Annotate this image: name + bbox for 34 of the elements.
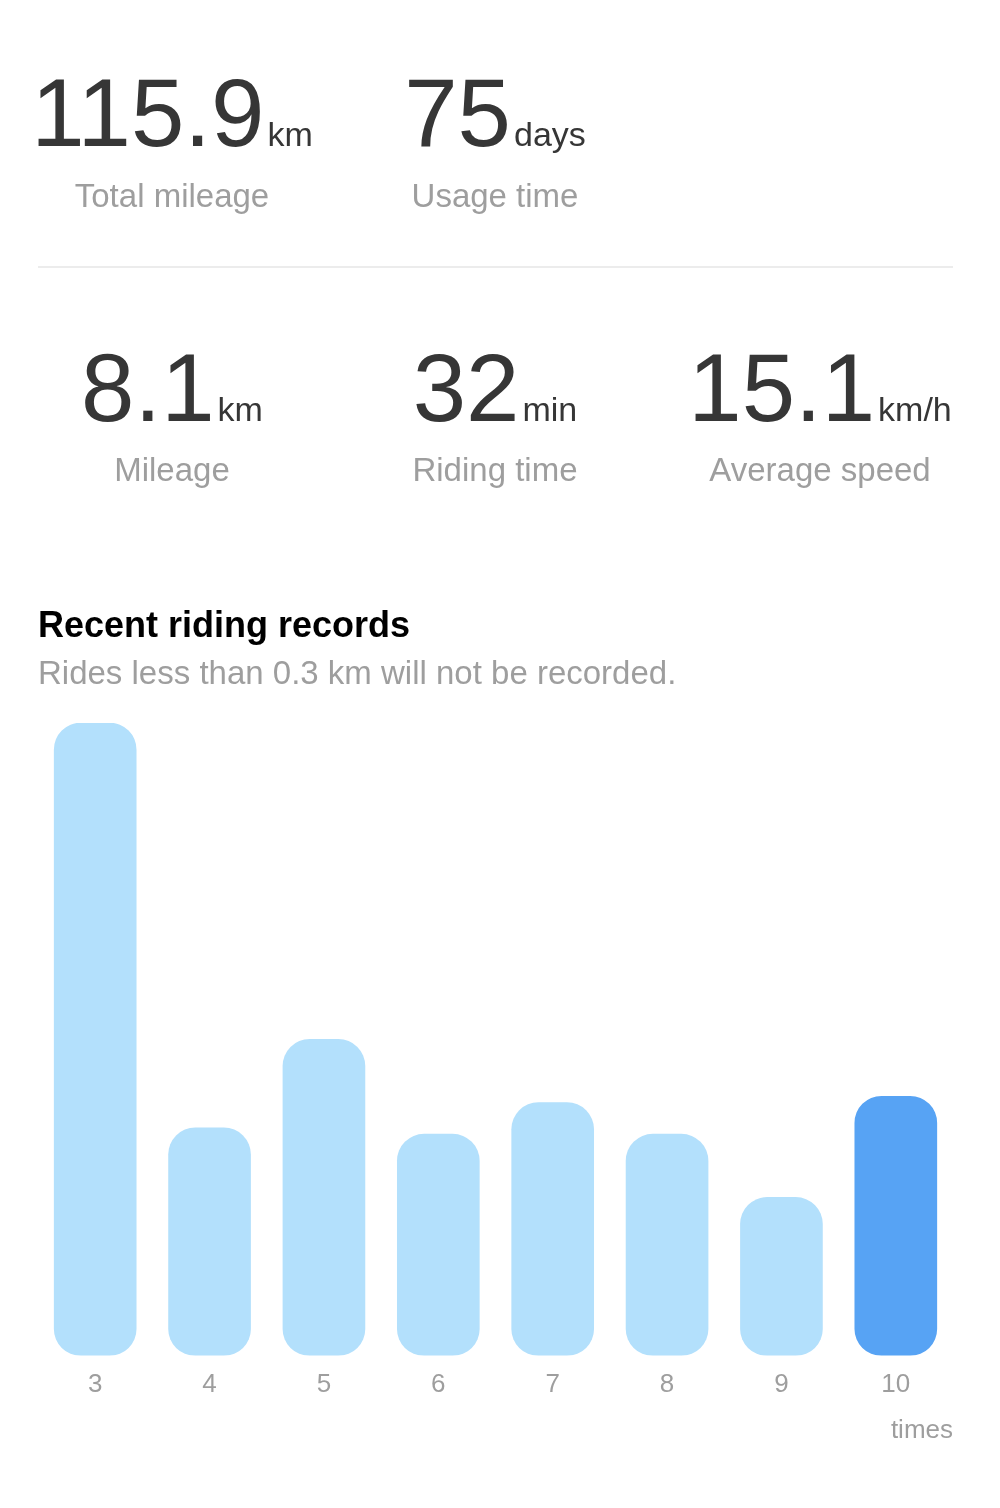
text: km xyxy=(267,115,313,153)
text: 32 xyxy=(412,334,520,441)
text: 115.9 xyxy=(31,59,265,166)
x-tick-label: 7 xyxy=(545,1368,560,1399)
text: Total mileage xyxy=(74,177,270,214)
x-tick-label: 9 xyxy=(774,1368,789,1399)
chart-title: Recent riding records xyxy=(38,603,411,645)
text: Riding time xyxy=(412,451,578,488)
x-tick-label: 3 xyxy=(87,1368,103,1399)
text: Mileage xyxy=(114,451,230,488)
text: 15.1 xyxy=(688,334,876,441)
bar xyxy=(854,1095,938,1356)
text: km xyxy=(217,390,263,428)
text: Usage time xyxy=(411,177,579,214)
text: Average speed xyxy=(709,451,931,488)
bar xyxy=(625,1133,709,1356)
x-axis-title: times xyxy=(890,1413,953,1444)
bar xyxy=(168,1127,251,1356)
bar xyxy=(511,1102,595,1356)
chart-subtitle: Rides less than 0.3 km will not be recorded. xyxy=(38,653,677,691)
x-tick-label: 5 xyxy=(316,1368,332,1399)
x-tick-label: 6 xyxy=(431,1368,446,1399)
x-tick-label: 10 xyxy=(881,1368,911,1399)
text: km/h xyxy=(878,390,952,428)
text: min xyxy=(522,390,578,428)
x-tick-label: 8 xyxy=(659,1368,675,1399)
bar xyxy=(396,1133,480,1356)
bar xyxy=(53,723,137,1356)
bar xyxy=(282,1038,366,1356)
text: days xyxy=(513,115,586,153)
x-tick-label: 4 xyxy=(202,1368,217,1399)
bar xyxy=(740,1197,823,1356)
text: 8.1 xyxy=(81,334,215,441)
text: 75 xyxy=(404,59,511,166)
